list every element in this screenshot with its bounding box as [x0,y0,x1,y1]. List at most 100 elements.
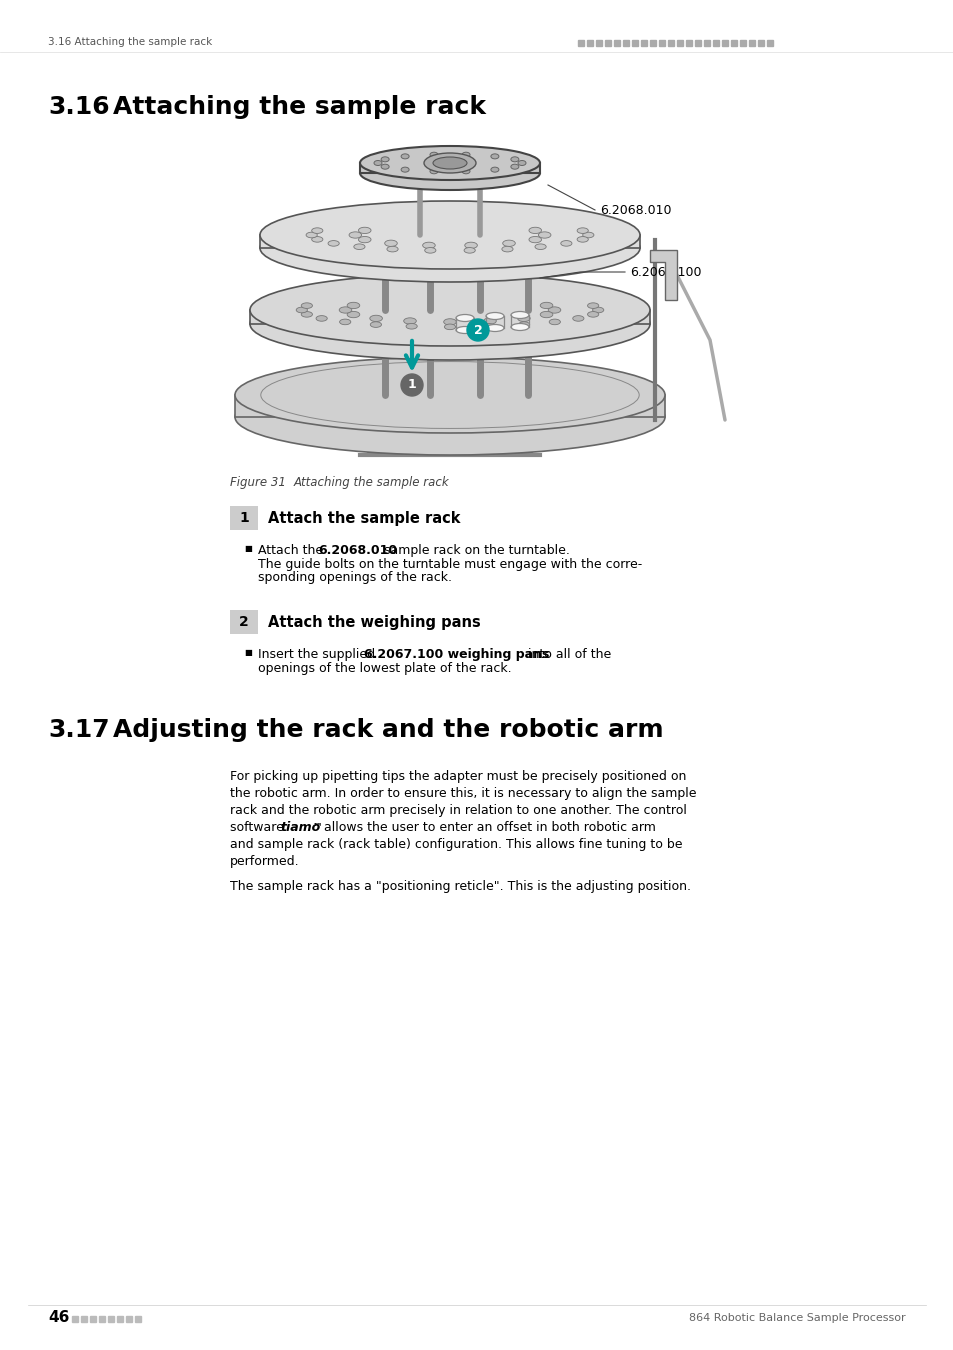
Text: 3.17: 3.17 [48,718,110,743]
Text: allows the user to enter an offset in both robotic arm: allows the user to enter an offset in bo… [319,821,656,834]
Ellipse shape [430,153,437,157]
Text: 2: 2 [239,616,249,629]
Ellipse shape [587,302,598,308]
Text: ■: ■ [244,648,252,657]
Bar [649,40,656,46]
Text: Adjusting the rack and the robotic arm: Adjusting the rack and the robotic arm [112,718,663,743]
Polygon shape [250,310,649,324]
Bar [230,506,257,531]
Text: performed.: performed. [230,855,299,868]
Polygon shape [260,235,639,248]
Text: 3.16: 3.16 [48,95,110,119]
Bar [135,1316,141,1322]
Text: ™: ™ [313,821,322,832]
Ellipse shape [403,317,416,324]
Bar [90,1316,96,1322]
Ellipse shape [511,157,518,162]
Text: Attach the weighing pans: Attach the weighing pans [268,614,480,629]
Polygon shape [359,163,539,173]
Ellipse shape [501,246,513,252]
Bar [677,40,682,46]
Text: Insert the supplied: Insert the supplied [257,648,378,662]
Ellipse shape [295,308,307,313]
Text: 46: 46 [48,1311,70,1326]
Ellipse shape [358,236,371,243]
Ellipse shape [491,167,498,173]
Ellipse shape [528,227,541,234]
Ellipse shape [502,240,515,247]
Bar [640,40,646,46]
Polygon shape [649,250,677,300]
Ellipse shape [528,236,541,243]
Bar [586,40,593,46]
Ellipse shape [339,306,352,313]
Ellipse shape [381,157,389,162]
Ellipse shape [301,312,313,317]
Ellipse shape [234,379,664,455]
Ellipse shape [430,169,437,174]
Bar [614,40,619,46]
Ellipse shape [548,306,560,313]
Text: The guide bolts on the turntable must engage with the corre-: The guide bolts on the turntable must en… [257,558,641,571]
Polygon shape [234,396,664,417]
Bar [748,40,754,46]
Bar [730,40,737,46]
Text: 6.2068.010: 6.2068.010 [317,544,396,558]
Text: 864 Robotic Balance Sample Processor: 864 Robotic Balance Sample Processor [689,1314,905,1323]
Ellipse shape [582,232,594,238]
Text: Attach the sample rack: Attach the sample rack [268,510,460,525]
Ellipse shape [312,228,322,234]
Bar [766,40,772,46]
Bar [126,1316,132,1322]
Ellipse shape [347,302,359,309]
Text: sample rack on the turntable.: sample rack on the turntable. [379,544,569,558]
Text: 2: 2 [473,324,482,336]
Text: tiamo: tiamo [280,821,320,834]
Bar [721,40,727,46]
Ellipse shape [587,312,598,317]
Ellipse shape [463,247,475,254]
Bar [667,40,673,46]
Ellipse shape [444,324,456,329]
Ellipse shape [260,215,639,282]
Ellipse shape [592,308,603,313]
Text: Figure 31: Figure 31 [230,477,286,489]
Ellipse shape [539,312,553,317]
Bar [230,610,257,634]
Bar [622,40,628,46]
Ellipse shape [422,242,435,248]
Ellipse shape [482,324,494,329]
Ellipse shape [370,316,382,321]
Bar [108,1316,113,1322]
Text: ■: ■ [244,544,252,554]
Ellipse shape [577,228,588,234]
Ellipse shape [549,319,559,325]
Text: 6.2068.010: 6.2068.010 [599,204,671,216]
Ellipse shape [312,236,322,242]
Ellipse shape [535,244,546,250]
Ellipse shape [433,157,467,169]
Text: and sample rack (rack table) configuration. This allows fine tuning to be: and sample rack (rack table) configurati… [230,838,681,850]
Text: into all of the: into all of the [523,648,611,662]
Text: 6.2067.100 weighing pans: 6.2067.100 weighing pans [364,648,549,662]
Text: 6.2067.100: 6.2067.100 [629,266,700,278]
Ellipse shape [511,165,518,169]
Ellipse shape [461,153,470,157]
Text: Attaching the sample rack: Attaching the sample rack [294,477,449,489]
Bar [703,40,709,46]
Text: 1: 1 [239,512,249,525]
Ellipse shape [491,154,498,159]
Ellipse shape [572,316,583,321]
Ellipse shape [443,319,456,325]
Bar [631,40,638,46]
Ellipse shape [374,161,381,166]
Ellipse shape [359,146,539,180]
Bar [99,1316,105,1322]
Ellipse shape [424,247,436,254]
Ellipse shape [537,232,551,238]
Ellipse shape [560,240,572,246]
Ellipse shape [349,232,361,238]
Ellipse shape [461,169,470,174]
Ellipse shape [517,161,525,166]
Text: For picking up pipetting tips the adapter must be precisely positioned on: For picking up pipetting tips the adapte… [230,769,685,783]
